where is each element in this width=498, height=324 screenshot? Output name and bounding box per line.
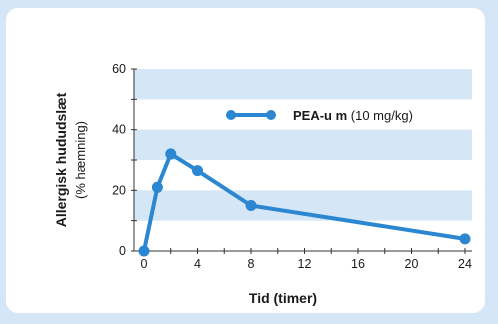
- chart-card: [6, 8, 485, 313]
- x-axis-title: Tid (timer): [249, 290, 317, 306]
- data-point: [459, 233, 471, 245]
- axes: 0 20 40 60 0 4 8 12 16 20 24: [112, 62, 472, 271]
- y-tick-label: 20: [112, 183, 126, 197]
- x-tick-label: 24: [458, 257, 472, 271]
- series-line-0: [142, 151, 467, 253]
- band-1: [134, 129, 472, 160]
- y-tick-label: 0: [119, 244, 126, 258]
- y-axis-subtitle: (% hæmning): [73, 121, 88, 199]
- y-tick-label: 40: [112, 123, 126, 137]
- y-axis-title: Allergisk hududslæt: [53, 92, 69, 227]
- legend-label: PEA-u m (10 mg/kg): [293, 108, 413, 123]
- series: [138, 148, 471, 257]
- data-point: [192, 165, 203, 177]
- x-tick-label: 12: [298, 257, 312, 271]
- x-tick-label: 16: [351, 257, 365, 271]
- x-tick-label: 4: [194, 257, 201, 271]
- y-tick-label: 60: [112, 62, 126, 76]
- x-tick-label: 0: [141, 257, 148, 271]
- data-point: [165, 148, 177, 160]
- x-tick-label: 8: [248, 257, 255, 271]
- x-tick-label: 20: [405, 257, 419, 271]
- background-bands: [134, 69, 472, 221]
- data-point: [138, 245, 150, 257]
- band-2: [134, 69, 472, 100]
- legend-series-name: PEA-u m: [293, 108, 347, 123]
- legend: PEA-u m (10 mg/kg): [226, 108, 413, 123]
- legend-series-dose: (10 mg/kg): [347, 108, 413, 123]
- data-point: [245, 200, 257, 211]
- legend-marker-left: [226, 110, 236, 120]
- legend-marker-right: [266, 110, 276, 120]
- band-0: [134, 190, 472, 221]
- data-point: [151, 181, 163, 193]
